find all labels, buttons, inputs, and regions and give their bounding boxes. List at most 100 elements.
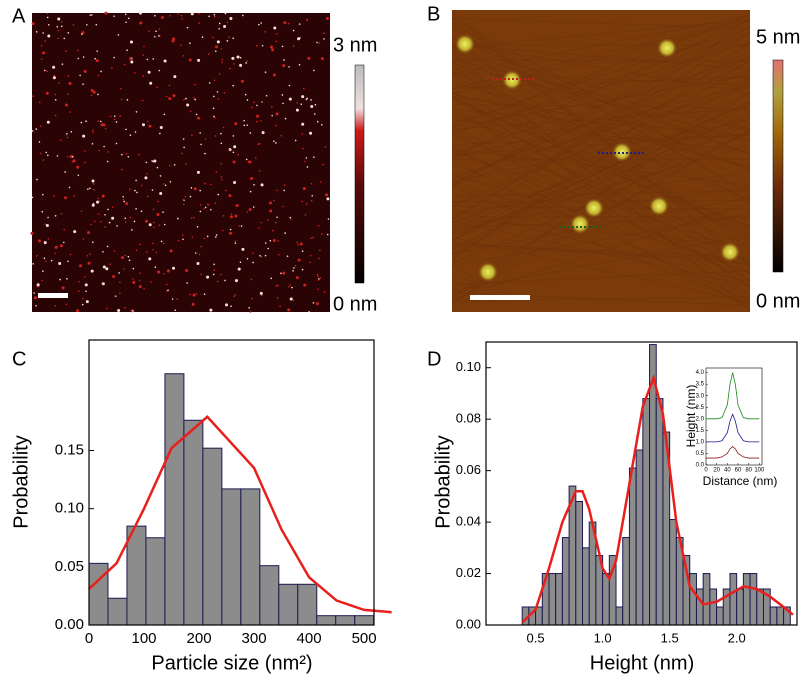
particle — [317, 224, 320, 227]
particle — [93, 220, 96, 223]
particle — [207, 53, 210, 56]
x-tick-label: 500 — [352, 630, 377, 647]
y-tick-label: 2.5 — [696, 405, 705, 411]
particle — [151, 242, 154, 245]
particle — [237, 153, 239, 156]
particle — [162, 242, 165, 245]
panel-label: C — [12, 348, 26, 370]
particle — [298, 63, 301, 66]
y-tick-label: 3.0 — [696, 393, 705, 399]
particle — [239, 261, 242, 263]
particle — [165, 95, 168, 98]
particle — [287, 22, 290, 25]
particle — [224, 279, 226, 282]
particle — [241, 247, 245, 251]
particle — [210, 183, 212, 186]
x-tick-label: 60 — [735, 468, 742, 474]
particle — [232, 135, 235, 137]
particle — [148, 124, 152, 128]
particle — [324, 146, 327, 148]
particle — [190, 217, 193, 219]
particle — [277, 284, 279, 287]
particle — [176, 298, 178, 301]
particle — [318, 42, 321, 44]
particle — [260, 120, 262, 122]
particle — [84, 283, 88, 287]
particle — [153, 159, 157, 163]
particle — [246, 99, 249, 101]
colorbar-label: 0 nm — [756, 290, 800, 312]
particle — [282, 64, 286, 68]
particle — [246, 211, 248, 213]
texture — [451, 61, 751, 243]
particle — [255, 120, 258, 123]
particle — [233, 295, 236, 298]
particle — [122, 198, 125, 201]
particle — [275, 124, 278, 127]
x-tick-label: 100 — [754, 468, 765, 474]
particle — [206, 275, 210, 279]
particle — [138, 153, 140, 156]
particle — [246, 124, 249, 126]
particle — [66, 277, 68, 280]
particle — [47, 154, 49, 157]
particle — [322, 163, 324, 166]
particle — [294, 264, 297, 267]
texture — [451, 292, 751, 307]
histogram-bar — [548, 573, 557, 626]
particle — [65, 103, 69, 107]
particle — [179, 44, 182, 46]
texture — [451, 183, 751, 267]
texture — [451, 115, 751, 224]
particle — [115, 121, 118, 123]
histogram-bar — [259, 565, 280, 626]
particle — [111, 67, 113, 69]
particle — [194, 98, 196, 101]
texture — [451, 42, 751, 220]
particle — [200, 273, 202, 276]
particle — [77, 57, 80, 60]
particle — [60, 212, 63, 215]
particle — [182, 238, 184, 241]
y-tick-label: 3.5 — [696, 382, 705, 388]
particle — [158, 224, 161, 226]
particle — [122, 195, 124, 198]
particle — [234, 279, 238, 283]
texture — [451, 133, 751, 156]
particle — [31, 196, 34, 199]
particle — [81, 303, 84, 306]
particle — [91, 142, 94, 145]
x-tick-label: 1.0 — [594, 630, 612, 645]
particle — [30, 231, 34, 235]
particle — [60, 244, 64, 248]
particle — [31, 130, 34, 132]
particle — [69, 253, 72, 256]
texture — [451, 134, 751, 145]
particle — [146, 173, 148, 175]
particle — [99, 120, 102, 123]
particle — [57, 29, 60, 32]
afm-image — [32, 13, 330, 312]
texture — [451, 131, 751, 265]
particle — [264, 30, 266, 33]
particle — [162, 211, 164, 213]
particle — [35, 31, 38, 33]
x-tick-label: 40 — [724, 468, 731, 474]
particle — [33, 292, 35, 294]
texture — [451, 19, 751, 49]
particle — [232, 151, 235, 154]
particle — [52, 76, 56, 80]
particle — [123, 63, 126, 66]
particle — [95, 23, 98, 26]
particle — [44, 69, 46, 72]
histogram-bar — [297, 583, 318, 626]
particle — [246, 60, 248, 62]
particle — [116, 225, 118, 227]
particle — [243, 119, 245, 122]
particle — [163, 272, 165, 275]
particle — [144, 219, 148, 223]
texture — [451, 96, 751, 231]
particle — [311, 194, 314, 197]
particle — [107, 208, 109, 211]
